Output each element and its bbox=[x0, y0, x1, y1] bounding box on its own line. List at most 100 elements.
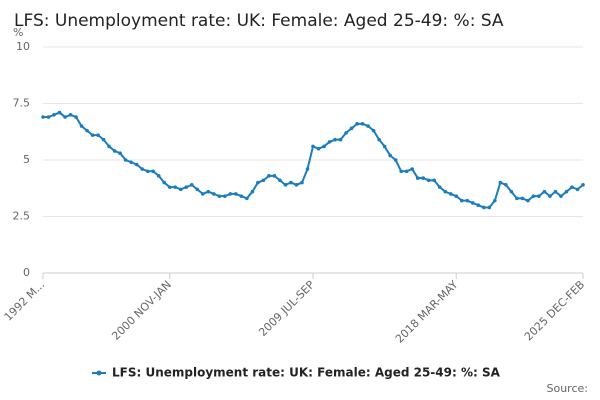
point bbox=[173, 185, 178, 189]
point bbox=[349, 126, 354, 131]
point bbox=[526, 198, 530, 203]
point bbox=[410, 167, 414, 171]
point bbox=[553, 189, 558, 194]
point bbox=[112, 149, 117, 153]
point bbox=[509, 189, 514, 194]
y-tick-label: 10 bbox=[16, 40, 30, 53]
point bbox=[531, 194, 536, 198]
point bbox=[371, 128, 376, 133]
point bbox=[498, 180, 503, 185]
point bbox=[322, 144, 326, 149]
point bbox=[96, 133, 100, 137]
point bbox=[140, 167, 144, 171]
point bbox=[344, 131, 348, 135]
point bbox=[360, 122, 365, 126]
point bbox=[327, 140, 332, 144]
point bbox=[437, 185, 442, 189]
point bbox=[63, 115, 67, 119]
point bbox=[482, 205, 486, 210]
point bbox=[145, 169, 150, 174]
point bbox=[448, 192, 453, 196]
point bbox=[443, 189, 448, 194]
point bbox=[228, 192, 233, 196]
y-tick-label: 2.5 bbox=[13, 210, 31, 223]
x-tick-label: 1992 M... bbox=[2, 278, 48, 324]
point bbox=[272, 174, 277, 178]
point bbox=[432, 178, 437, 183]
point bbox=[129, 160, 133, 165]
point bbox=[311, 144, 315, 149]
point bbox=[107, 144, 111, 149]
point bbox=[74, 115, 78, 119]
point bbox=[366, 124, 370, 128]
point bbox=[470, 201, 475, 205]
point bbox=[548, 194, 552, 198]
point bbox=[283, 183, 288, 187]
point bbox=[333, 137, 337, 142]
point bbox=[118, 151, 122, 156]
point bbox=[493, 198, 497, 203]
point bbox=[195, 187, 200, 192]
point bbox=[184, 185, 189, 189]
point bbox=[162, 180, 167, 185]
point bbox=[426, 178, 431, 183]
point bbox=[278, 178, 282, 183]
point bbox=[267, 174, 271, 178]
point bbox=[487, 205, 492, 210]
point bbox=[388, 153, 392, 158]
source: Source: bbox=[547, 382, 589, 395]
point bbox=[404, 169, 409, 174]
point bbox=[415, 176, 420, 180]
point bbox=[537, 194, 541, 198]
point bbox=[377, 137, 381, 142]
point bbox=[223, 194, 227, 198]
point bbox=[421, 176, 426, 180]
y-tick-label: 0 bbox=[23, 266, 30, 279]
point bbox=[41, 115, 45, 119]
point bbox=[542, 189, 547, 194]
point bbox=[123, 158, 128, 162]
point bbox=[305, 167, 310, 171]
point bbox=[90, 133, 95, 137]
x-tick-label: 2025 DEC-FEB bbox=[522, 278, 587, 343]
x-tick-label: 2000 NOV-JAN bbox=[109, 278, 174, 343]
point bbox=[217, 194, 222, 198]
point bbox=[167, 185, 172, 189]
point bbox=[68, 113, 73, 117]
point bbox=[250, 189, 255, 194]
point bbox=[559, 194, 563, 198]
x-tick-label: 2009 JUL-SEP bbox=[256, 278, 317, 339]
point bbox=[355, 122, 359, 126]
point bbox=[178, 187, 183, 192]
point bbox=[206, 189, 211, 194]
point bbox=[575, 187, 580, 192]
point bbox=[212, 192, 216, 196]
point bbox=[399, 169, 403, 174]
point bbox=[581, 183, 585, 187]
point bbox=[46, 115, 51, 119]
point bbox=[134, 162, 139, 167]
point bbox=[476, 203, 481, 207]
point bbox=[289, 180, 293, 185]
x-tick-label: 2018 MAR-MAY bbox=[393, 278, 461, 346]
point bbox=[261, 178, 266, 183]
point bbox=[454, 194, 459, 198]
point bbox=[382, 144, 387, 149]
point bbox=[156, 174, 161, 178]
y-tick-label: 7.5 bbox=[13, 97, 31, 110]
point bbox=[189, 183, 194, 187]
point bbox=[515, 196, 519, 201]
point bbox=[316, 146, 321, 151]
point bbox=[79, 124, 84, 128]
point bbox=[300, 180, 304, 185]
point bbox=[459, 198, 464, 203]
point bbox=[239, 194, 244, 198]
point bbox=[564, 189, 569, 194]
point bbox=[151, 169, 156, 174]
chart-title: LFS: Unemployment rate: UK: Female: Aged… bbox=[14, 11, 504, 31]
point bbox=[338, 137, 343, 142]
point bbox=[57, 110, 62, 115]
y-unit: % bbox=[13, 26, 23, 39]
